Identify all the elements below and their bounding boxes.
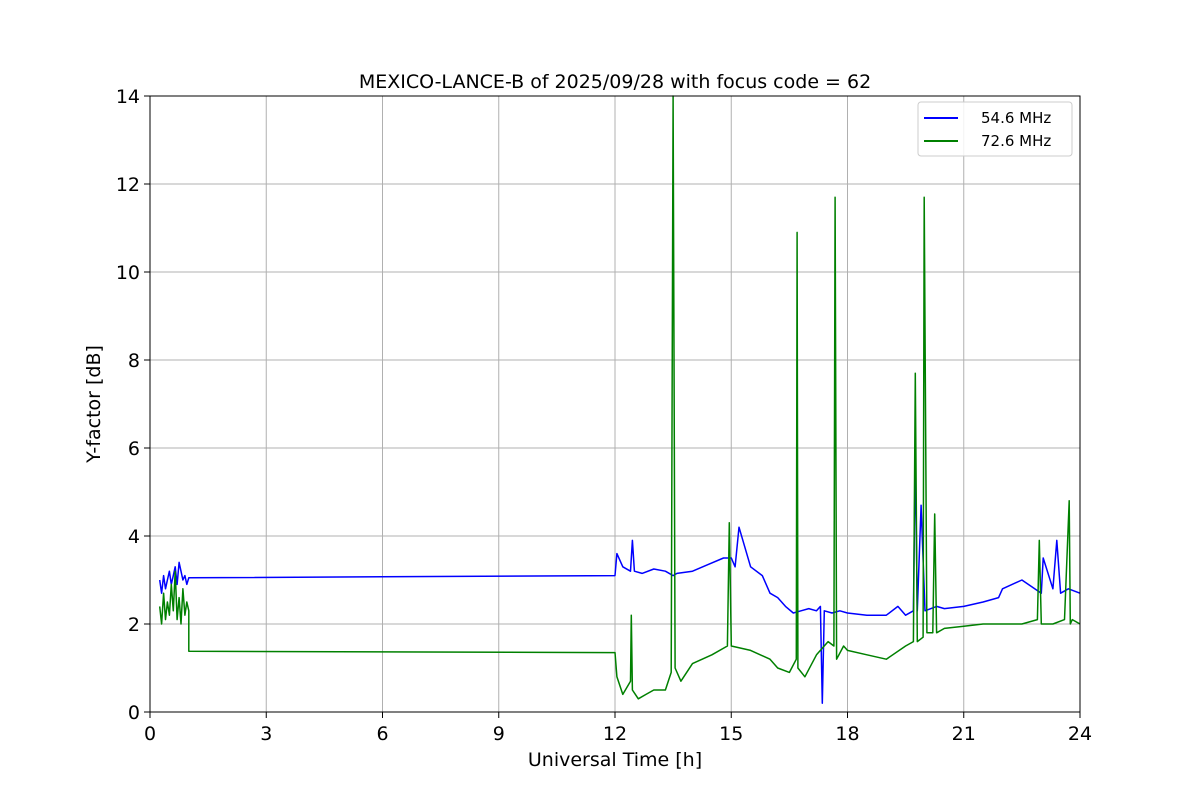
y-tick-label: 2 xyxy=(128,614,140,636)
legend-label: 72.6 MHz xyxy=(981,132,1051,150)
series-line-1 xyxy=(158,451,1081,704)
y-tick-label: 4 xyxy=(128,526,140,548)
legend-label: 54.6 MHz xyxy=(981,109,1051,127)
x-tick-label: 12 xyxy=(603,723,627,745)
chart-title: MEXICO-LANCE-B of 2025/09/28 with focus … xyxy=(359,71,871,93)
legend: 54.6 MHz 72.6 MHz xyxy=(917,101,1073,157)
series-lines xyxy=(158,95,1081,704)
y-tick-label: 8 xyxy=(128,350,140,372)
y-axis-label: Y-factor [dB] xyxy=(83,345,105,464)
x-tick-label: 9 xyxy=(493,723,505,745)
series-line-2 xyxy=(158,95,1081,700)
y-tick-label: 6 xyxy=(128,438,140,460)
y-tick-label: 14 xyxy=(116,86,140,108)
x-tick-label: 21 xyxy=(952,723,976,745)
x-tick-label: 0 xyxy=(144,723,156,745)
x-tick-label: 6 xyxy=(376,723,388,745)
x-tick-label: 24 xyxy=(1068,723,1092,745)
x-axis-label: Universal Time [h] xyxy=(528,749,702,771)
y-tick-label: 0 xyxy=(128,702,140,724)
legend-box xyxy=(917,101,1073,157)
y-tick-label: 10 xyxy=(116,262,140,284)
y-tick-label: 12 xyxy=(116,174,140,196)
x-tick-label: 15 xyxy=(719,723,743,745)
x-tick-label: 18 xyxy=(835,723,859,745)
x-tick-label: 3 xyxy=(260,723,272,745)
